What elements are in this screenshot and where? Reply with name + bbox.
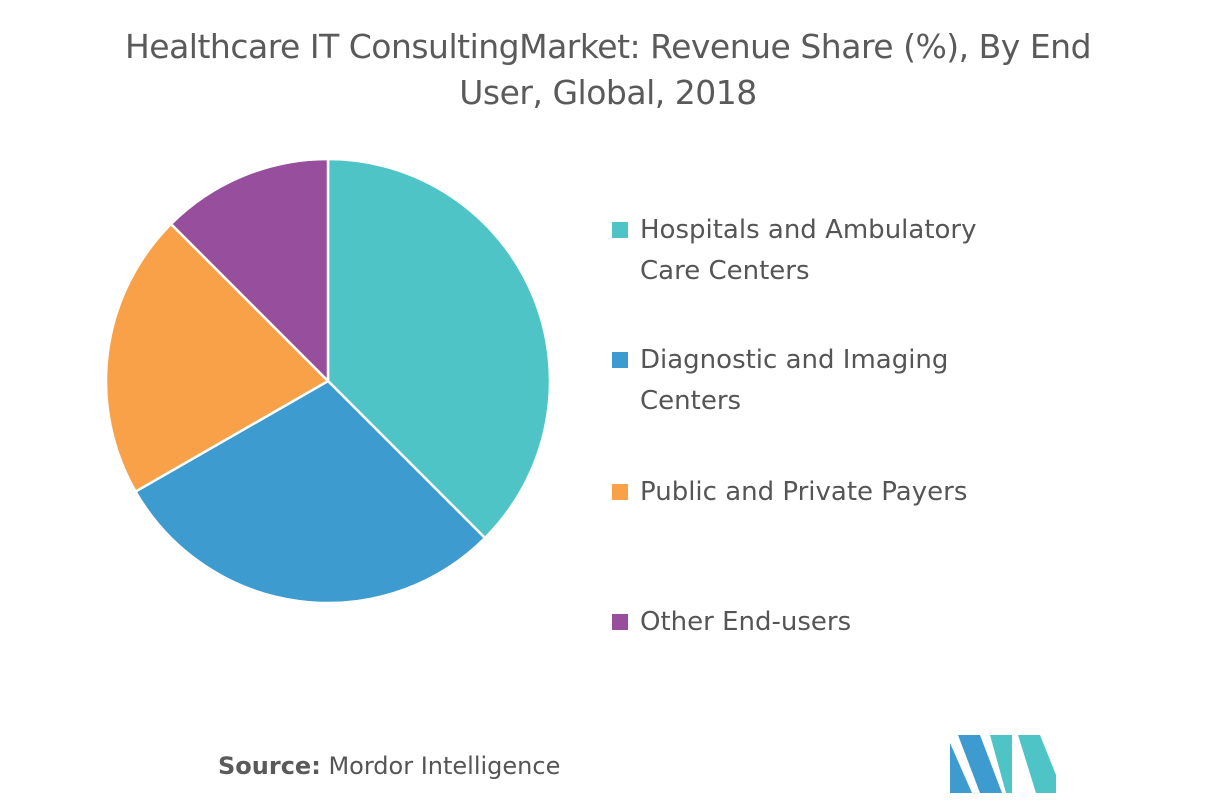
legend-item: Hospitals and Ambulatory Care Centers <box>612 210 1012 292</box>
legend-swatch <box>612 352 628 368</box>
legend-item: Public and Private Payers <box>612 472 1012 513</box>
legend-swatch <box>612 614 628 630</box>
source-text: Mordor Intelligence <box>328 752 561 780</box>
logo-shape <box>1018 735 1056 793</box>
chart-title: Healthcare IT ConsultingMarket: Revenue … <box>124 27 1092 112</box>
source-label: Source: <box>218 752 321 780</box>
legend-label: Hospitals and Ambulatory Care Centers <box>640 215 977 286</box>
logo-shape <box>958 735 1002 793</box>
pie-slice <box>133 379 487 605</box>
logo <box>950 735 1056 793</box>
pie-slice <box>326 157 552 540</box>
pie-chart <box>104 157 552 605</box>
source: Source: Mordor Intelligence <box>218 752 560 780</box>
logo-shape <box>950 743 972 793</box>
legend-label: Diagnostic and Imaging Centers <box>640 345 949 416</box>
legend-swatch <box>612 484 628 500</box>
legend-item: Other End-users <box>612 602 1012 643</box>
pie-slice <box>169 157 330 385</box>
legend-item: Diagnostic and Imaging Centers <box>612 340 1012 422</box>
legend-label: Other End-users <box>640 607 852 637</box>
logo-shape <box>990 735 1012 793</box>
legend-swatch <box>612 222 628 238</box>
legend-label: Public and Private Payers <box>640 477 968 507</box>
pie-slice <box>104 222 331 494</box>
